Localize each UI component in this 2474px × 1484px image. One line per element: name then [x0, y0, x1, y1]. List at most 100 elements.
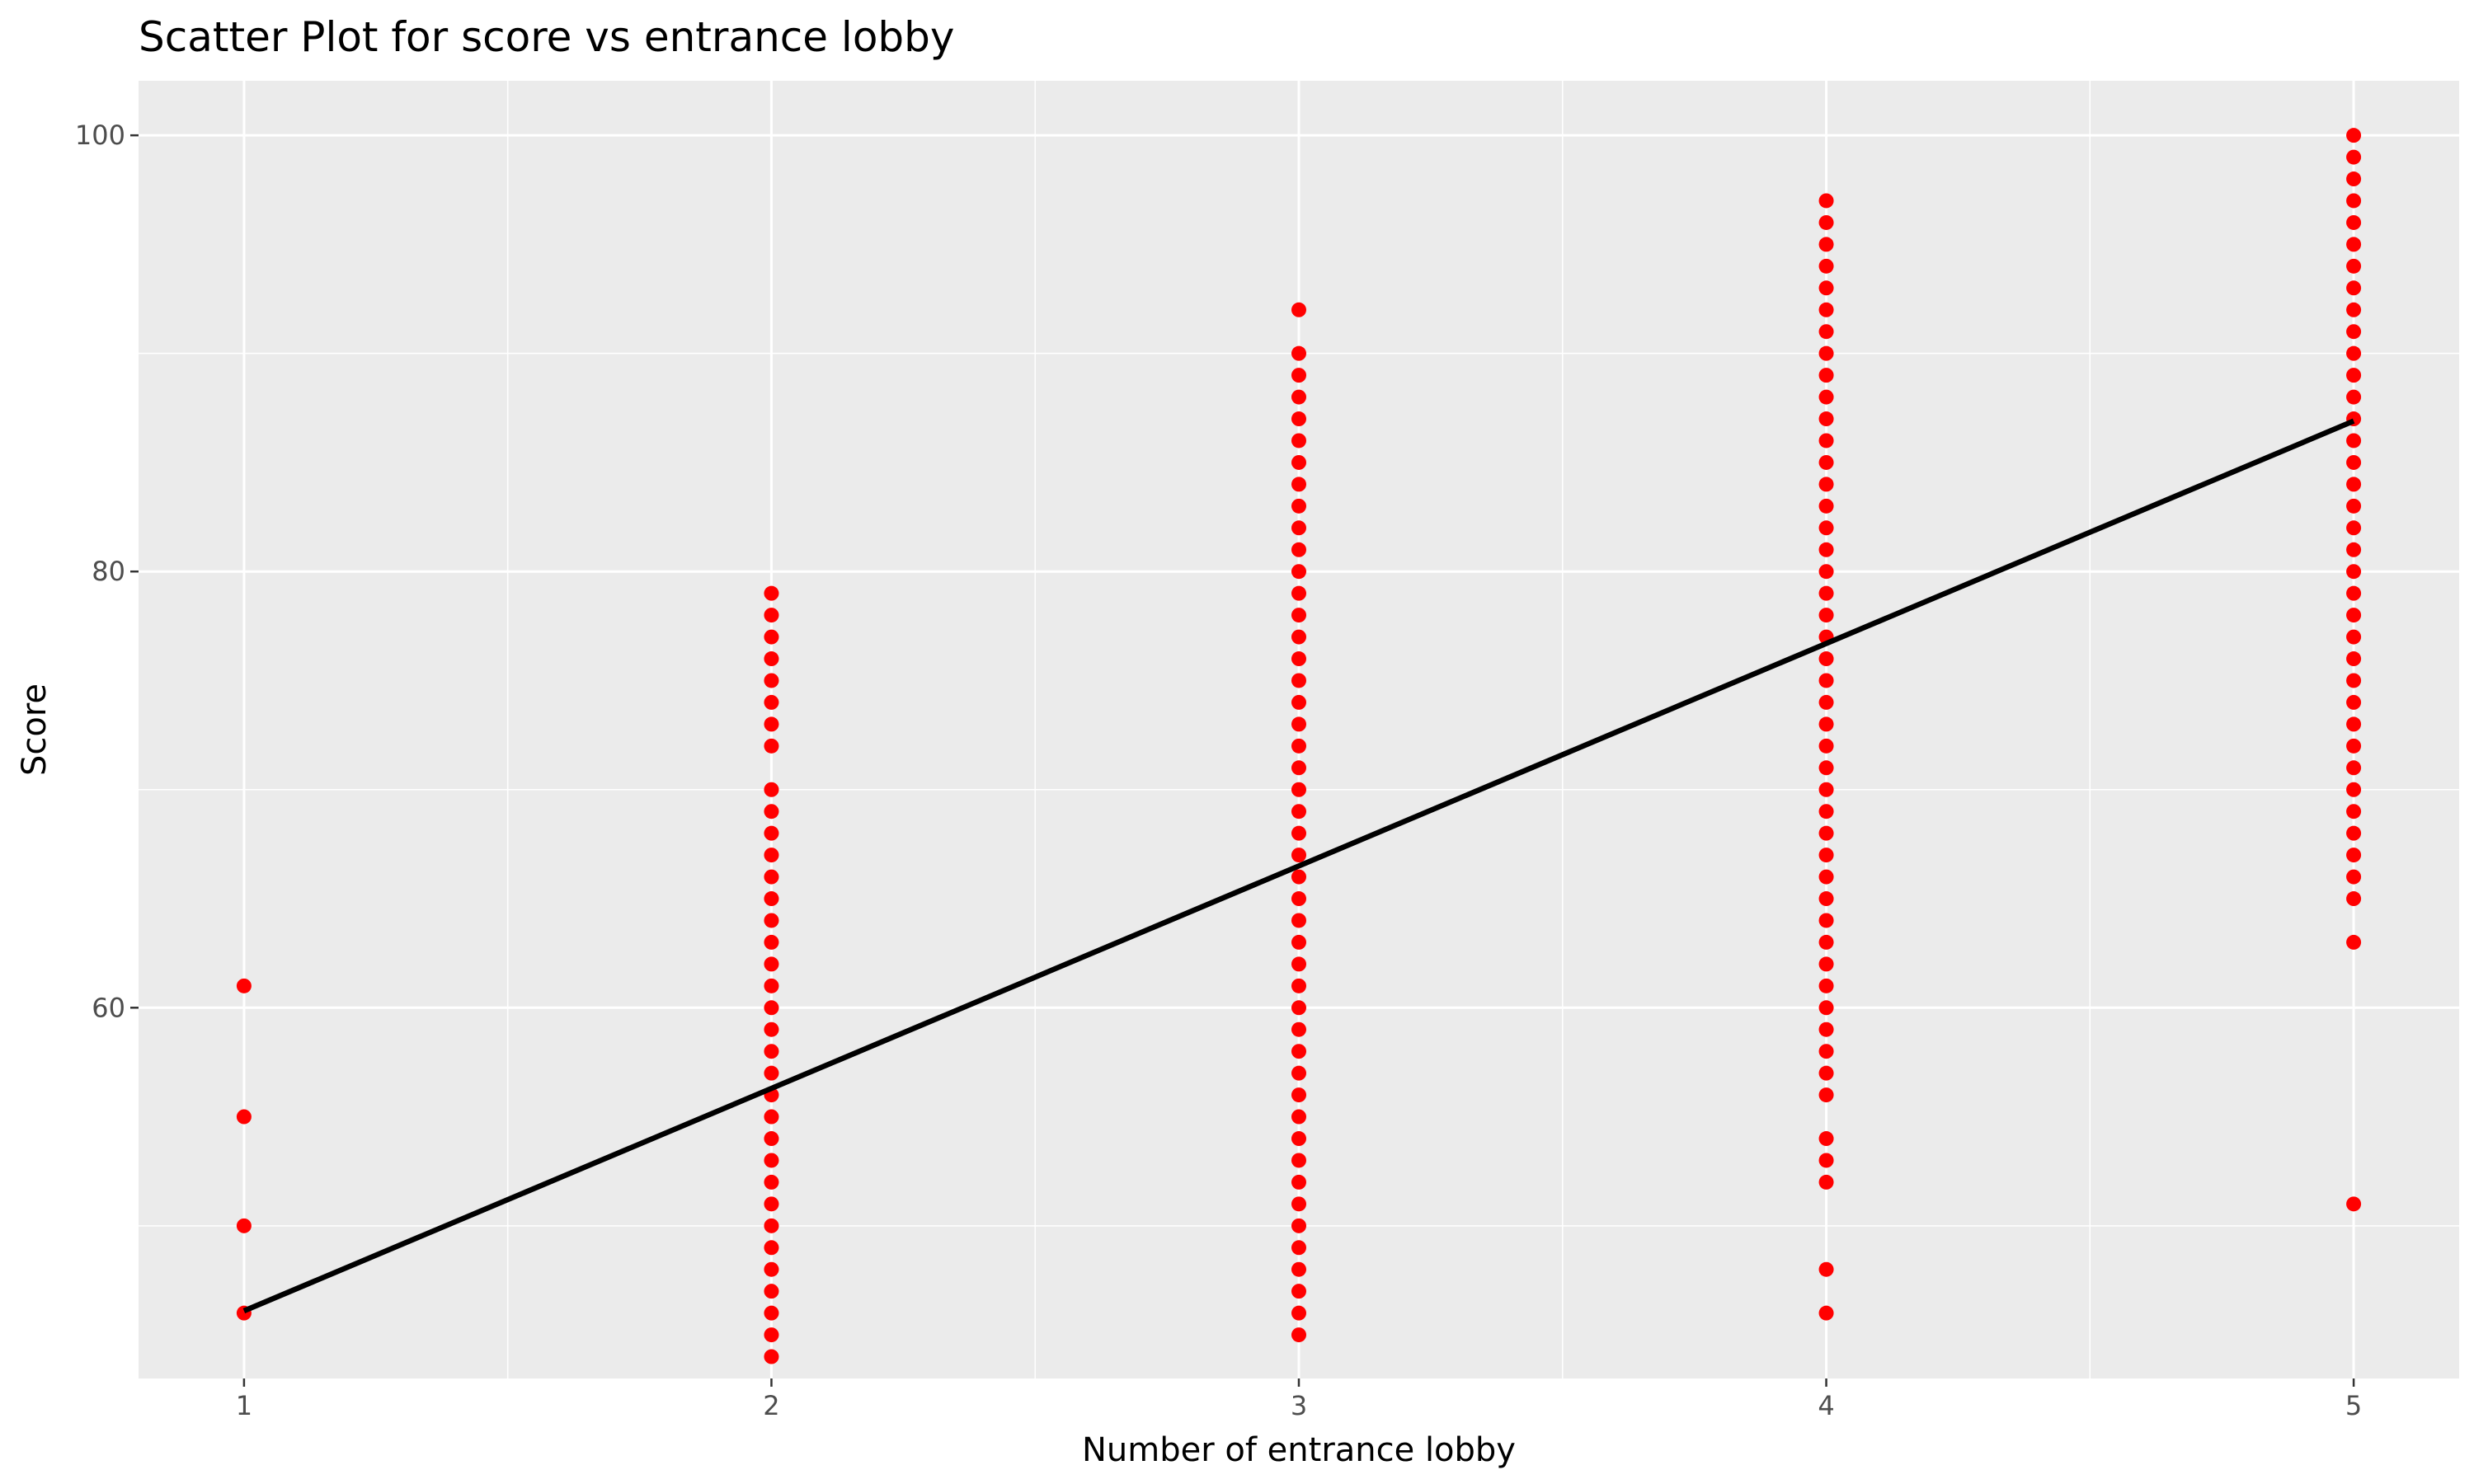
data-point — [1818, 673, 1834, 688]
data-point — [764, 1109, 779, 1125]
data-point — [1818, 869, 1834, 885]
data-point — [2346, 128, 2362, 143]
data-point — [1818, 891, 1834, 907]
data-point — [1818, 934, 1834, 950]
data-point — [236, 978, 252, 993]
data-point — [1818, 848, 1834, 863]
data-point — [1291, 1065, 1306, 1081]
data-point — [764, 804, 779, 819]
data-point — [764, 1218, 779, 1233]
data-point — [1291, 804, 1306, 819]
data-point — [1818, 454, 1834, 470]
data-point — [1291, 716, 1306, 732]
data-point — [1818, 913, 1834, 928]
x-tick-label: 1 — [236, 1390, 252, 1421]
data-point — [2346, 738, 2362, 754]
data-point — [1291, 1153, 1306, 1168]
chart-title: Scatter Plot for score vs entrance lobby — [139, 13, 954, 61]
data-point — [236, 1109, 252, 1125]
data-point — [2346, 237, 2362, 252]
data-point — [1291, 738, 1306, 754]
data-point — [2346, 324, 2362, 340]
data-point — [1818, 411, 1834, 427]
data-point — [1818, 1305, 1834, 1321]
data-point — [1291, 1131, 1306, 1147]
data-point — [1818, 978, 1834, 993]
data-point — [2346, 1196, 2362, 1212]
data-point — [764, 716, 779, 732]
data-point — [1818, 825, 1834, 841]
data-point — [1291, 1218, 1306, 1233]
data-point — [1291, 454, 1306, 470]
data-point — [1291, 564, 1306, 580]
data-point — [1818, 694, 1834, 710]
data-point — [1818, 477, 1834, 492]
data-point — [1291, 1196, 1306, 1212]
data-point — [1818, 258, 1834, 274]
data-point — [2346, 258, 2362, 274]
data-point — [764, 891, 779, 907]
data-point — [764, 1240, 779, 1256]
data-point — [2346, 214, 2362, 230]
data-point — [2346, 891, 2362, 907]
data-point — [2346, 171, 2362, 187]
data-point — [1291, 411, 1306, 427]
data-point — [2346, 804, 2362, 819]
data-point — [764, 694, 779, 710]
data-point — [764, 673, 779, 688]
data-point — [764, 608, 779, 623]
data-point — [2346, 629, 2362, 645]
data-point — [764, 934, 779, 950]
data-point — [764, 869, 779, 885]
data-point — [1818, 760, 1834, 776]
data-point — [764, 1196, 779, 1212]
data-point — [1818, 368, 1834, 383]
data-point — [1291, 1044, 1306, 1059]
data-point — [1291, 368, 1306, 383]
trend-line — [242, 418, 2355, 1313]
data-point — [764, 629, 779, 645]
data-point — [1291, 433, 1306, 448]
data-point — [764, 782, 779, 797]
data-point — [764, 1021, 779, 1037]
data-point — [1291, 694, 1306, 710]
trend-line-group — [242, 418, 2355, 1313]
data-point — [1818, 1131, 1834, 1147]
data-point — [764, 738, 779, 754]
data-point — [1818, 498, 1834, 514]
x-axis-title: Number of entrance lobby — [1082, 1431, 1516, 1469]
data-point — [1818, 956, 1834, 972]
data-point — [1291, 477, 1306, 492]
data-point — [1818, 433, 1834, 448]
data-point — [1818, 1021, 1834, 1037]
data-point — [2346, 608, 2362, 623]
data-point — [764, 1153, 779, 1168]
data-point — [1818, 302, 1834, 317]
data-point — [1818, 716, 1834, 732]
data-point — [2346, 564, 2362, 580]
data-point — [2346, 825, 2362, 841]
data-point — [1818, 564, 1834, 580]
data-point — [2346, 345, 2362, 361]
data-point — [1291, 520, 1306, 536]
data-point — [764, 585, 779, 601]
data-point — [1818, 345, 1834, 361]
data-point — [1818, 1153, 1834, 1168]
data-point — [1818, 542, 1834, 557]
data-point — [1291, 345, 1306, 361]
data-point — [1818, 608, 1834, 623]
data-point — [2346, 280, 2362, 296]
data-point — [1291, 542, 1306, 557]
data-point — [764, 1305, 779, 1321]
data-point — [1818, 389, 1834, 405]
data-point — [1818, 1174, 1834, 1190]
data-point — [764, 913, 779, 928]
data-point — [1291, 782, 1306, 797]
data-point — [1818, 214, 1834, 230]
data-point — [1291, 651, 1306, 667]
x-tick-label: 4 — [1818, 1390, 1834, 1421]
data-point — [2346, 477, 2362, 492]
data-point — [2346, 673, 2362, 688]
data-point — [1291, 1087, 1306, 1103]
